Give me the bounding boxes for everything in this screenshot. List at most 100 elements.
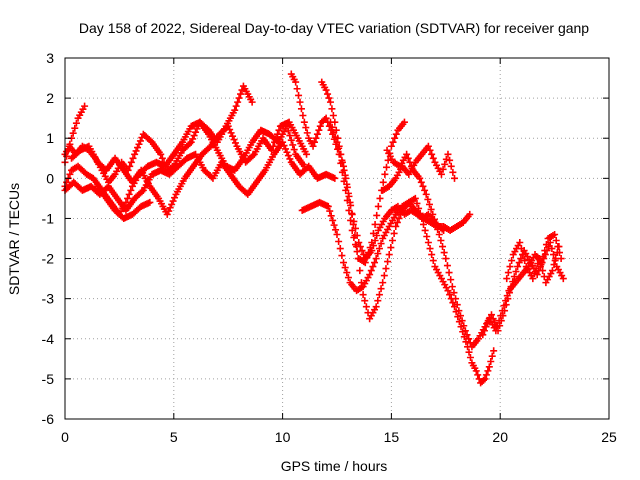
data-point (72, 119, 80, 127)
data-point (280, 142, 288, 150)
data-point (81, 102, 89, 110)
data-point (465, 335, 473, 343)
data-point (439, 165, 447, 173)
data-point (377, 285, 385, 293)
data-point (542, 241, 550, 249)
data-point (313, 130, 321, 138)
data-point (539, 267, 547, 275)
data-point (375, 245, 383, 253)
data-point (374, 297, 382, 305)
data-point (482, 323, 490, 331)
series-track-12 (379, 142, 459, 194)
data-point (383, 163, 391, 171)
data-point (275, 126, 283, 134)
data-point (537, 261, 545, 269)
data-point (315, 126, 323, 134)
data-point (346, 198, 354, 206)
data-point (229, 132, 237, 140)
data-point (126, 162, 134, 170)
data-point (411, 194, 419, 202)
data-point (286, 155, 294, 163)
data-point (382, 265, 390, 273)
data-point (127, 186, 135, 194)
data-point (289, 141, 297, 149)
data-point (424, 239, 432, 247)
data-point (169, 197, 177, 205)
x-tick-label: 20 (492, 429, 508, 445)
data-point (295, 91, 303, 99)
data-point (497, 312, 505, 320)
data-point (452, 295, 460, 303)
data-point (66, 170, 74, 178)
data-point (341, 264, 349, 272)
y-tick-label: 1 (46, 130, 54, 146)
series-track-14 (503, 239, 563, 287)
data-point (517, 245, 525, 253)
data-point (186, 140, 194, 148)
data-point (446, 291, 454, 299)
data-point (287, 136, 295, 144)
data-point (446, 156, 454, 164)
data-point (224, 122, 232, 130)
data-point (530, 270, 538, 278)
data-point (419, 182, 427, 190)
data-point (429, 154, 437, 162)
data-point (231, 139, 239, 147)
series-track-10 (326, 118, 498, 387)
data-point (132, 147, 140, 155)
data-point (375, 291, 383, 299)
data-point (286, 132, 294, 140)
data-point (434, 225, 442, 233)
data-point (63, 178, 71, 186)
data-point (484, 367, 492, 375)
data-point (290, 146, 298, 154)
data-point (429, 257, 437, 265)
data-point (479, 331, 487, 339)
data-point (284, 152, 292, 160)
data-point (419, 220, 427, 228)
data-point (187, 138, 195, 146)
data-point (455, 307, 463, 315)
data-point (168, 200, 176, 208)
x-tick-label: 5 (170, 429, 178, 445)
data-point (548, 245, 556, 253)
data-point (428, 251, 436, 259)
data-point (430, 215, 438, 223)
data-point (328, 105, 336, 113)
data-point (331, 133, 339, 141)
data-point (340, 162, 348, 170)
data-point (421, 226, 429, 234)
data-point (134, 144, 142, 152)
data-point (341, 171, 349, 179)
data-point (385, 251, 393, 259)
data-point (125, 190, 133, 198)
data-point (371, 259, 379, 267)
data-point (312, 134, 320, 142)
data-point (493, 322, 501, 330)
data-point (269, 142, 277, 150)
x-axis-label: GPS time / hours (281, 458, 388, 474)
data-point (487, 358, 495, 366)
data-point (500, 302, 508, 310)
data-point (171, 194, 179, 202)
series-track-4 (61, 138, 339, 214)
data-point (158, 154, 166, 162)
data-point (322, 86, 330, 94)
data-point (439, 243, 447, 251)
y-axis-label: SDTVAR / TECUs (6, 183, 22, 295)
data-point (463, 331, 471, 339)
data-point (521, 257, 529, 265)
data-point (157, 150, 165, 158)
axis-ticks (64, 57, 610, 420)
data-point (516, 239, 524, 247)
data-point (437, 170, 445, 178)
data-point (397, 210, 405, 218)
data-point (447, 162, 455, 170)
x-tick-labels: 0 5 10 15 20 25 (61, 429, 617, 445)
data-point (381, 170, 389, 178)
data-point (512, 268, 520, 276)
data-point (324, 90, 332, 98)
data-point (534, 260, 542, 268)
data-point (429, 210, 437, 218)
data-point (440, 249, 448, 257)
